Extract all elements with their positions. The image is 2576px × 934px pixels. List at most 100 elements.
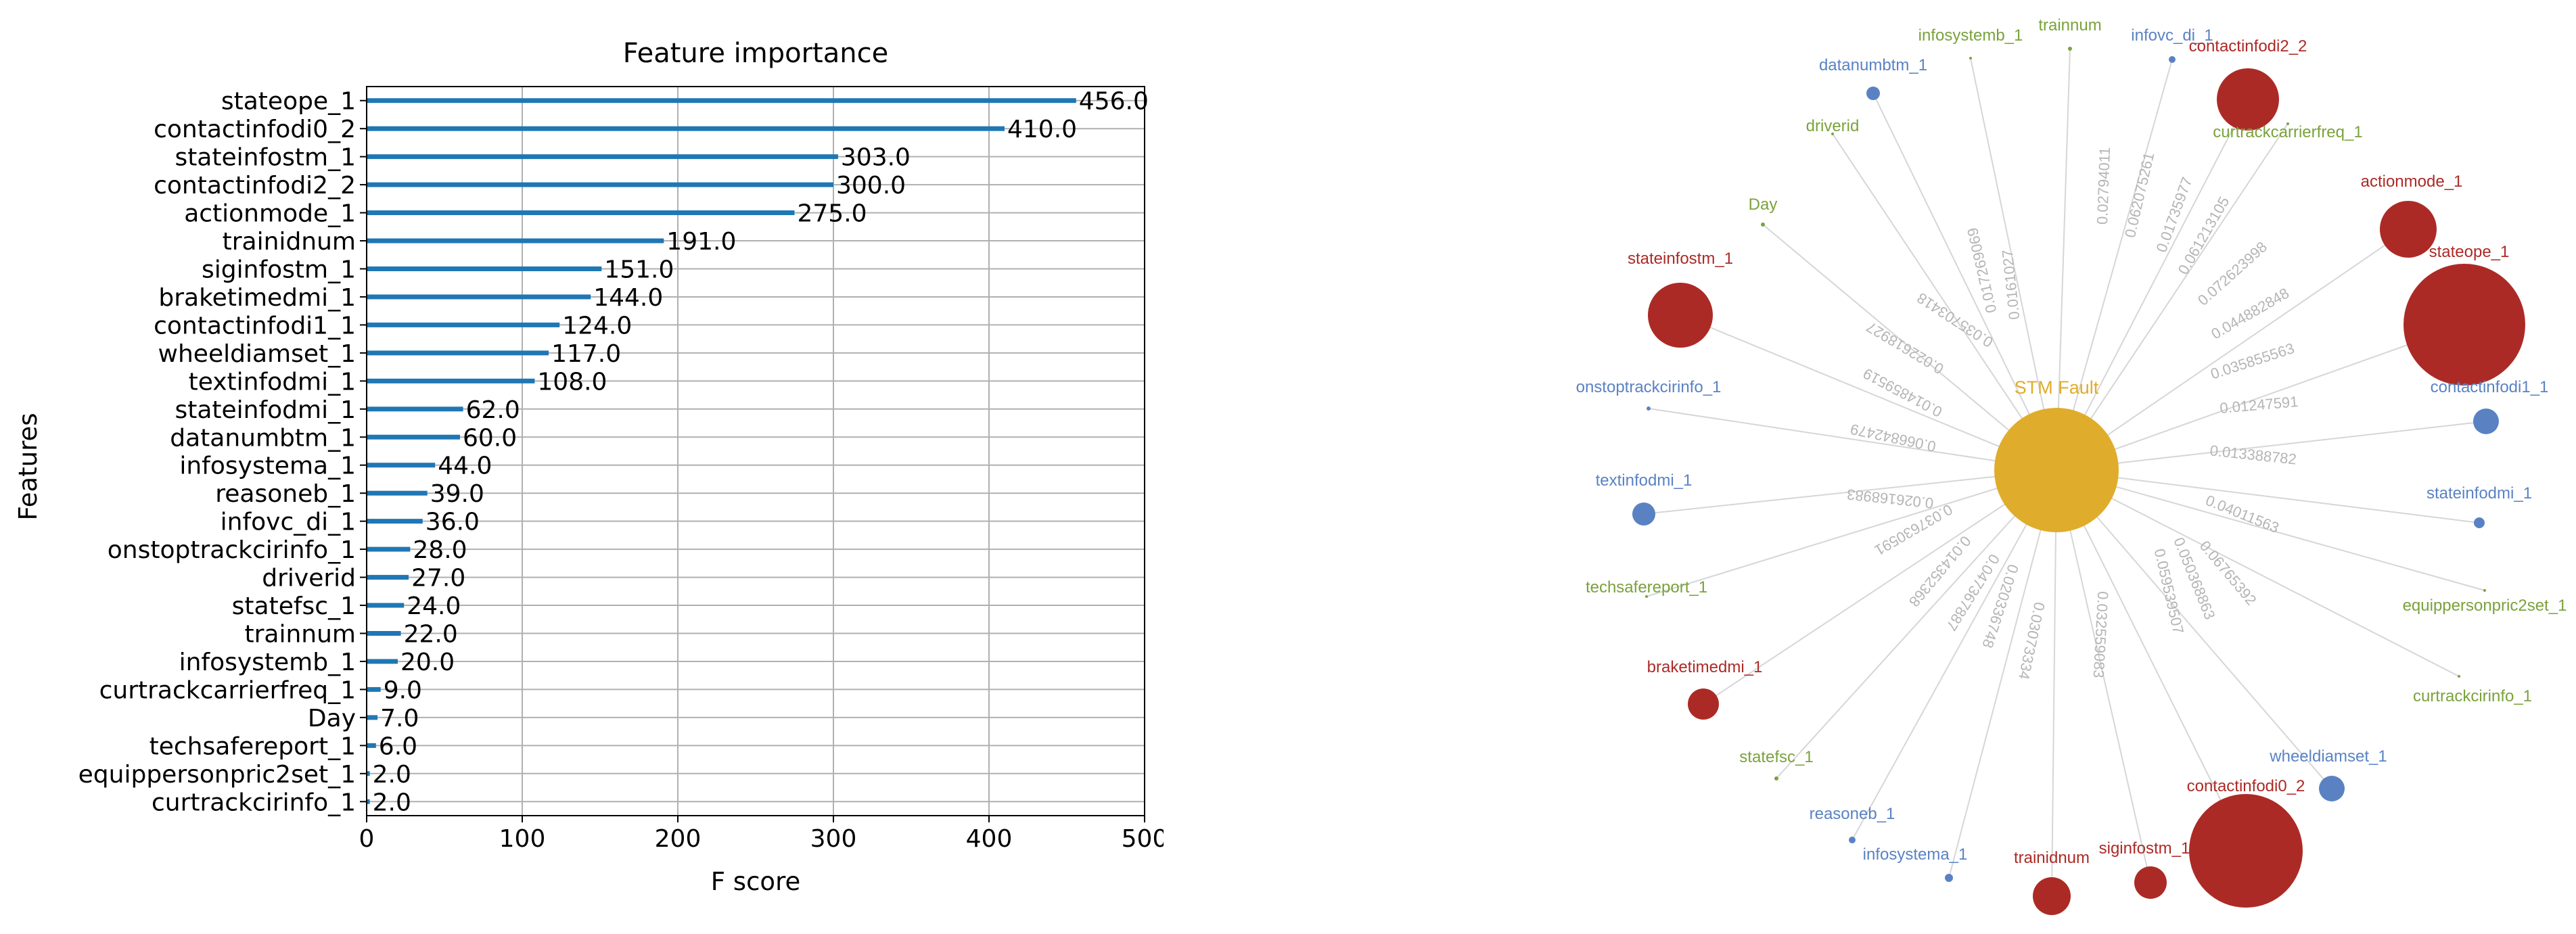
bar-value-label: 108.0 [537, 368, 607, 396]
bar-value-label: 2.0 [373, 761, 411, 789]
edge-weight-label: 0.062075261 [2121, 151, 2157, 239]
bar-value-label: 44.0 [438, 452, 492, 480]
network-node-label: stateope_1 [2429, 243, 2510, 261]
bar-value-label: 410.0 [1007, 116, 1077, 143]
bar-value-label: 6.0 [379, 732, 417, 760]
network-node [1688, 688, 1719, 720]
bar [367, 406, 463, 412]
bar [367, 266, 602, 271]
axes: 0 100 200 300 400 500 stateope_1 456.0 contactin… [78, 88, 1164, 853]
bar-value-label: 24.0 [407, 592, 461, 620]
network-node [2483, 589, 2486, 592]
network-node [2404, 264, 2525, 386]
y-tick-label: textinfodmi_1 [189, 368, 356, 396]
bar [367, 294, 591, 300]
y-tick-label: stateope_1 [221, 88, 356, 116]
network-node-label: onstoptrackcirinfo_1 [1576, 378, 1722, 396]
network-node-label: statefsc_1 [1739, 748, 1813, 766]
network-edge [1703, 469, 2057, 705]
y-tick-label: trainidnum [223, 228, 356, 256]
plot-frame [366, 86, 1145, 816]
network-node-label: trainidnum [2014, 849, 2090, 867]
y-tick-label: infosystema_1 [179, 452, 356, 480]
y-tick-label: actionmode_1 [184, 200, 356, 228]
network-node [1945, 874, 1953, 882]
network-node [1969, 57, 1972, 60]
network-node [2169, 56, 2176, 63]
bar [367, 238, 664, 243]
bar-value-label: 20.0 [400, 649, 455, 676]
bar [367, 378, 535, 383]
network-node-label: contactinfodi2_2 [2189, 37, 2307, 55]
network-edge [1643, 469, 2057, 515]
y-tick-label: siginfostm_1 [202, 256, 356, 284]
network-node-label: datanumbtm_1 [1819, 56, 1927, 74]
bar-value-label: 7.0 [380, 705, 419, 732]
bar-value-label: 60.0 [463, 424, 517, 452]
bar [367, 519, 423, 524]
network-edge [1852, 469, 2057, 841]
network-node [1866, 87, 1880, 100]
network-node [1647, 406, 1651, 411]
x-tick-label: 300 [810, 825, 857, 853]
network-edge [1762, 224, 2057, 471]
edge-weight-label: 0.02794011 [2094, 147, 2113, 225]
bar-value-label: 303.0 [841, 144, 911, 172]
x-tick-label: 100 [499, 825, 546, 853]
network-node-label: trainnum [2038, 16, 2101, 34]
bar [367, 322, 560, 327]
y-tick-label: wheeldiamset_1 [158, 340, 356, 368]
network-node-label: wheeldiamset_1 [2269, 747, 2387, 766]
network-edge [1970, 57, 2057, 471]
network-node [2217, 68, 2279, 131]
network-node [1632, 503, 1655, 526]
bar-value-label: 191.0 [666, 228, 736, 256]
network-edge [1872, 93, 2057, 471]
network-edge [2056, 469, 2485, 591]
x-axis-label: F score [711, 867, 800, 896]
network-edge [2056, 469, 2151, 883]
network-node-label: textinfodmi_1 [1596, 471, 1693, 490]
network-node-label: braketimedmi_1 [1647, 658, 1763, 676]
y-tick-label: trainnum [245, 621, 356, 649]
network-node [2068, 47, 2072, 51]
bar [367, 210, 795, 216]
network-node [2474, 517, 2485, 528]
bar [367, 743, 376, 748]
network-node-label: curtrackcirinfo_1 [2413, 687, 2532, 705]
network-node-label: techsafereport_1 [1586, 578, 1707, 597]
bar [367, 546, 411, 552]
edge-weight-label: 0.0161027 [1999, 249, 2023, 321]
network-edge [1776, 469, 2057, 779]
network-edge [2056, 59, 2173, 471]
network-edge [1948, 469, 2057, 879]
center-node-label: STM Fault [2015, 377, 2099, 398]
network-node [1849, 837, 1856, 843]
edge-weight-label: 0.01247591 [2219, 393, 2299, 417]
network-edge [2056, 48, 2071, 471]
network-node-label: contactinfodi0_2 [2187, 777, 2305, 795]
x-tick-label: 200 [655, 825, 702, 853]
edge-weight-label: 0.035855563 [2209, 340, 2297, 382]
network-edge [2056, 324, 2465, 471]
network-node-label: infosystemb_1 [1918, 26, 2023, 45]
edge-weight-label: 0.03073334 [2015, 601, 2048, 681]
network-edge [1646, 469, 2057, 597]
network-node-label: curtrackcarrierfreq_1 [2213, 123, 2362, 141]
network-edge [2056, 469, 2247, 851]
network-node-label: stateinfodmi_1 [2426, 484, 2532, 503]
bar [367, 686, 381, 692]
y-axis-label: Features [14, 413, 43, 520]
bar-value-label: 275.0 [798, 200, 867, 228]
network-node-label: contactinfodi1_1 [2431, 378, 2549, 396]
bar-value-label: 39.0 [430, 480, 484, 508]
bar [367, 434, 460, 440]
center-node [1994, 408, 2119, 532]
network-node [1831, 133, 1834, 135]
network-node [2380, 201, 2437, 258]
y-tick-label: contactinfodi1_1 [154, 312, 356, 340]
network-edge [2056, 469, 2460, 677]
bar-value-label: 22.0 [404, 621, 458, 649]
network-edge [2056, 469, 2332, 789]
y-tick-label: onstoptrackcirinfo_1 [108, 536, 356, 564]
